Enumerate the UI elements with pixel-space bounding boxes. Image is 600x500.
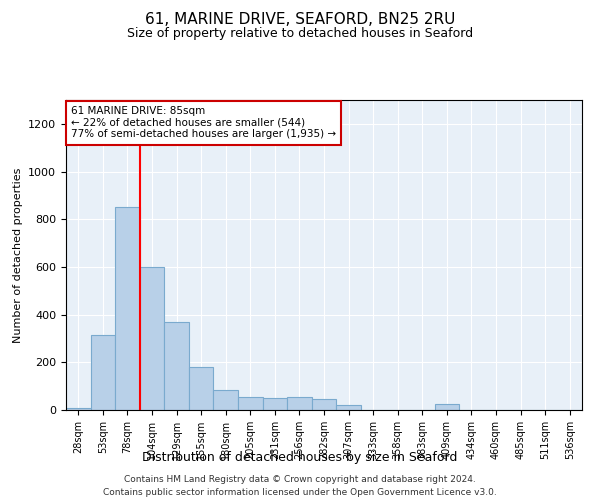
Text: Contains HM Land Registry data © Crown copyright and database right 2024.: Contains HM Land Registry data © Crown c… [124,476,476,484]
Bar [336,405,361,410]
Bar [91,335,115,410]
Bar [164,322,189,410]
Bar [189,367,214,410]
Bar [434,404,459,410]
Bar [66,408,91,410]
Bar [238,397,263,410]
Bar [214,390,238,410]
Bar [287,397,312,410]
Bar [312,400,336,410]
Text: 61 MARINE DRIVE: 85sqm
← 22% of detached houses are smaller (544)
77% of semi-de: 61 MARINE DRIVE: 85sqm ← 22% of detached… [71,106,336,140]
Text: Distribution of detached houses by size in Seaford: Distribution of detached houses by size … [142,451,458,464]
Bar [115,208,140,410]
Y-axis label: Number of detached properties: Number of detached properties [13,168,23,342]
Text: 61, MARINE DRIVE, SEAFORD, BN25 2RU: 61, MARINE DRIVE, SEAFORD, BN25 2RU [145,12,455,28]
Bar [263,398,287,410]
Text: Size of property relative to detached houses in Seaford: Size of property relative to detached ho… [127,28,473,40]
Text: Contains public sector information licensed under the Open Government Licence v3: Contains public sector information licen… [103,488,497,497]
Bar [140,267,164,410]
